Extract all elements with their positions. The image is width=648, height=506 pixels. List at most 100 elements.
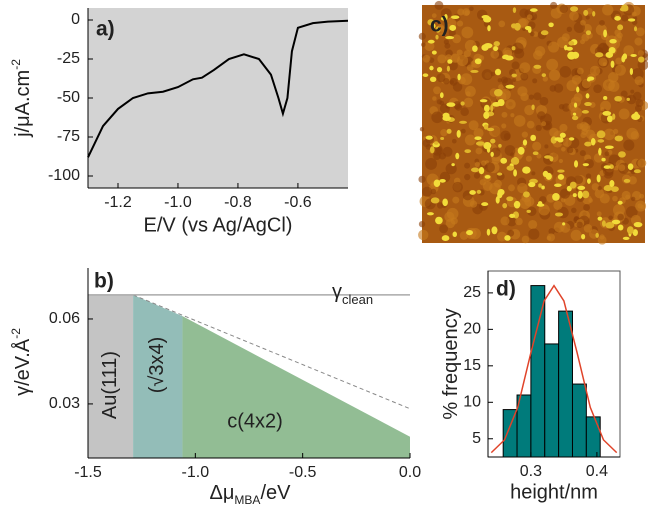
afm-grain	[502, 203, 507, 208]
afm-grain	[460, 101, 464, 105]
y-axis-title-sup: -2	[9, 328, 23, 339]
afm-texture	[431, 111, 443, 123]
afm-grain	[528, 27, 532, 32]
afm-texture	[586, 15, 590, 19]
afm-grain	[612, 114, 615, 120]
afm-grain	[476, 141, 485, 145]
region-label: (√3x4)	[146, 337, 168, 394]
afm-texture	[425, 158, 437, 170]
afm-grain	[528, 182, 535, 187]
afm-texture	[590, 66, 600, 76]
afm-texture	[547, 233, 555, 241]
afm-texture	[514, 115, 526, 127]
afm-grain	[507, 165, 515, 170]
afm-grain	[609, 47, 616, 54]
afm-texture	[464, 174, 470, 180]
bar	[572, 384, 586, 457]
afm-texture	[640, 205, 644, 209]
afm-texture	[549, 128, 558, 137]
afm-grain	[492, 102, 501, 107]
afm-texture	[559, 124, 567, 132]
afm-grain	[490, 139, 495, 144]
afm-texture	[475, 148, 482, 155]
y-axis-title: % frequency	[440, 308, 462, 419]
afm-grain	[483, 112, 489, 119]
afm-grain	[634, 26, 637, 31]
x-tick-label: -1.0	[182, 464, 210, 481]
afm-texture	[599, 20, 605, 26]
afm-grain	[555, 212, 563, 216]
plot-background	[88, 8, 348, 188]
reference-name: γ	[332, 281, 342, 303]
afm-grain	[505, 85, 514, 89]
afm-grain	[564, 45, 568, 50]
y-axis-title-text: % frequency	[440, 308, 462, 419]
afm-texture	[594, 153, 603, 162]
afm-grain	[618, 224, 624, 230]
bar	[586, 417, 600, 457]
afm-texture	[515, 218, 523, 226]
afm-grain	[560, 133, 566, 138]
afm-texture	[580, 132, 586, 138]
afm-grain	[447, 59, 452, 64]
afm-grain	[624, 179, 630, 183]
afm-grain	[490, 152, 493, 157]
region-label: Au(111)	[99, 351, 121, 419]
afm-texture	[527, 121, 535, 129]
afm-texture	[522, 132, 528, 138]
afm-texture	[577, 68, 584, 75]
y-tick-label: 20	[463, 321, 481, 338]
y-axis-title-text: j/μA.cm	[12, 70, 34, 138]
afm-grain	[530, 8, 538, 12]
afm-grain	[513, 169, 517, 176]
afm-texture	[419, 221, 425, 227]
panel-label: c)	[430, 14, 449, 37]
afm-texture	[577, 222, 583, 228]
afm-texture	[498, 20, 505, 27]
phase-region	[182, 316, 410, 458]
y-tick-label: -100	[48, 167, 80, 184]
x-tick-label: -1.0	[164, 194, 192, 211]
afm-grain	[447, 66, 450, 72]
afm-grain	[618, 201, 623, 205]
x-tick-label: -1.5	[74, 464, 102, 481]
afm-grain	[437, 67, 442, 72]
afm-grain	[614, 16, 621, 21]
afm-texture	[490, 50, 499, 59]
afm-grain	[430, 146, 435, 153]
afm-grain	[479, 167, 484, 174]
afm-grain	[487, 229, 490, 236]
afm-texture	[630, 90, 634, 94]
afm-texture	[469, 7, 474, 12]
afm-texture	[419, 33, 426, 40]
reference-sub: clean	[342, 292, 373, 307]
afm-grain	[621, 4, 628, 11]
afm-texture	[621, 15, 628, 22]
y-tick-label: 5	[472, 430, 481, 447]
afm-texture	[444, 212, 454, 222]
afm-texture	[452, 182, 462, 192]
afm-texture	[636, 27, 645, 36]
afm-texture	[437, 54, 446, 63]
afm-texture	[544, 144, 548, 148]
afm-texture	[464, 10, 469, 15]
afm-texture	[550, 2, 557, 9]
afm-texture	[583, 204, 590, 211]
afm-grain	[538, 183, 542, 187]
afm-texture	[526, 156, 532, 162]
reference-label: γclean	[332, 281, 373, 307]
afm-texture	[638, 50, 644, 56]
afm-grain	[526, 210, 530, 213]
afm-grain	[557, 169, 564, 172]
afm-texture	[450, 80, 454, 84]
afm-grain	[518, 147, 525, 155]
afm-texture	[464, 98, 474, 108]
afm-grain	[431, 197, 440, 203]
afm-texture	[567, 27, 572, 32]
afm-grain	[480, 99, 488, 102]
afm-grain	[447, 129, 452, 134]
afm-grain	[471, 168, 479, 173]
afm-texture	[535, 46, 545, 56]
afm-grain	[511, 157, 519, 165]
afm-texture	[524, 197, 534, 207]
